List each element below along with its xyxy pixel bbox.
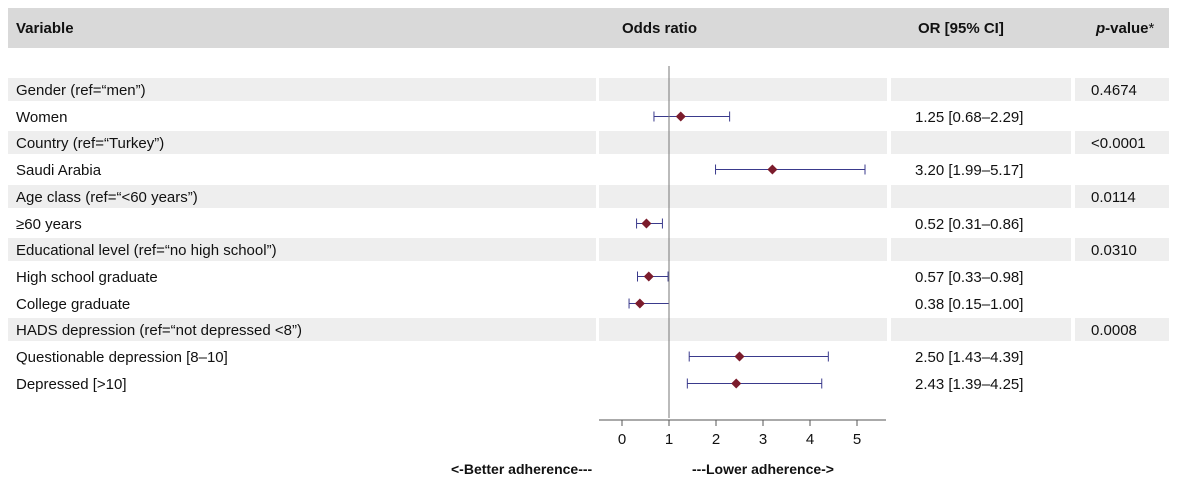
row-label: Saudi Arabia: [16, 162, 102, 179]
row-band: [599, 131, 887, 154]
row-band: [1075, 185, 1169, 208]
row-or-ci: 3.20 [1.99–5.17]: [915, 162, 1024, 179]
table-row: ≥60 years 0.52 [0.31–0.86]: [8, 212, 1169, 235]
row-label: Age class (ref=“<60 years”): [16, 189, 198, 206]
row-band: [891, 238, 1071, 261]
row-pvalue: 0.0114: [1091, 189, 1136, 206]
x-tick-label: 3: [759, 431, 767, 448]
row-pvalue: <0.0001: [1091, 135, 1146, 152]
row-band: [599, 185, 887, 208]
row-band: [1075, 238, 1169, 261]
or-marker: [734, 351, 745, 362]
header-pvalue: p-value*: [1096, 20, 1154, 37]
x-tick-label: 4: [806, 431, 814, 448]
row-label: Questionable depression [8–10]: [16, 349, 228, 366]
row-or-ci: 0.52 [0.31–0.86]: [915, 216, 1024, 233]
x-tick-label: 2: [712, 431, 720, 448]
row-band: [599, 238, 887, 261]
table-row: Women 1.25 [0.68–2.29]: [8, 105, 1169, 128]
table-row: High school graduate 0.57 [0.33–0.98]: [8, 265, 1169, 288]
footer-lower-adherence: ---Lower adherence->: [692, 461, 834, 477]
or-marker: [675, 111, 686, 122]
x-tick-label: 5: [853, 431, 861, 448]
row-band: [8, 185, 596, 208]
row-band: [8, 318, 596, 341]
header-pvalue-mark: *: [1148, 20, 1155, 37]
header-pvalue-italic: p: [1096, 20, 1106, 37]
or-marker: [731, 378, 742, 389]
header-variable: Variable: [16, 20, 74, 37]
x-tick-label: 1: [665, 431, 673, 448]
row-label: High school graduate: [16, 269, 158, 286]
or-marker: [641, 218, 652, 229]
row-band: [891, 131, 1071, 154]
row-label: Depressed [>10]: [16, 376, 127, 393]
row-band: [1075, 318, 1169, 341]
row-band: [8, 78, 596, 101]
row-label: HADS depression (ref=“not depressed <8”): [16, 322, 302, 339]
row-band: [891, 185, 1071, 208]
row-or-ci: 1.25 [0.68–2.29]: [915, 109, 1024, 126]
row-band: [8, 131, 596, 154]
row-label: Gender (ref=“men”): [16, 82, 146, 99]
header-odds-ratio: Odds ratio: [622, 20, 698, 37]
row-label: College graduate: [16, 296, 131, 313]
table-header: Variable Odds ratio OR [95% CI] p-value*: [8, 8, 1169, 48]
row-pvalue: 0.0008: [1091, 322, 1137, 339]
table-row: Questionable depression [8–10] 2.50 [1.43…: [8, 345, 1169, 368]
row-or-ci: 2.50 [1.43–4.39]: [915, 349, 1024, 366]
table-row: Gender (ref=“men”) 0.4674: [8, 78, 1169, 101]
row-label: ≥60 years: [16, 216, 82, 233]
table-row: Saudi Arabia 3.20 [1.99–5.17]: [8, 158, 1169, 181]
table-row: College graduate 0.38 [0.15–1.00]: [8, 292, 1169, 315]
row-pvalue: 0.4674: [1091, 82, 1137, 99]
row-label: Women: [16, 109, 68, 126]
table-row: HADS depression (ref=“not depressed <8”)…: [8, 318, 1169, 341]
row-pvalue: 0.0310: [1091, 242, 1137, 259]
row-label: Educational level (ref=“no high school”): [16, 242, 277, 259]
table-row: Age class (ref=“<60 years”) 0.0114: [8, 185, 1169, 208]
row-band: [8, 238, 596, 261]
row-band: [891, 318, 1071, 341]
header-pvalue-rest: -value: [1105, 20, 1149, 37]
or-marker: [767, 164, 778, 175]
row-or-ci: 0.38 [0.15–1.00]: [915, 296, 1024, 313]
or-marker: [643, 271, 654, 282]
footer-better-adherence: <-Better adherence---: [451, 461, 593, 477]
row-band: [891, 78, 1071, 101]
row-or-ci: 0.57 [0.33–0.98]: [915, 269, 1024, 286]
x-tick-label: 0: [618, 431, 626, 448]
table-row: Educational level (ref=“no high school”)…: [8, 238, 1169, 261]
row-band: [599, 318, 887, 341]
row-band: [1075, 131, 1169, 154]
row-label: Country (ref=“Turkey”): [16, 135, 165, 152]
row-or-ci: 2.43 [1.39–4.25]: [915, 376, 1024, 393]
table-row: Depressed [>10] 2.43 [1.39–4.25]: [8, 372, 1169, 395]
table-row: Country (ref=“Turkey”) <0.0001: [8, 131, 1169, 154]
row-band: [1075, 78, 1169, 101]
row-band: [599, 78, 887, 101]
or-marker: [634, 298, 645, 309]
header-or-ci: OR [95% CI]: [918, 20, 1004, 37]
